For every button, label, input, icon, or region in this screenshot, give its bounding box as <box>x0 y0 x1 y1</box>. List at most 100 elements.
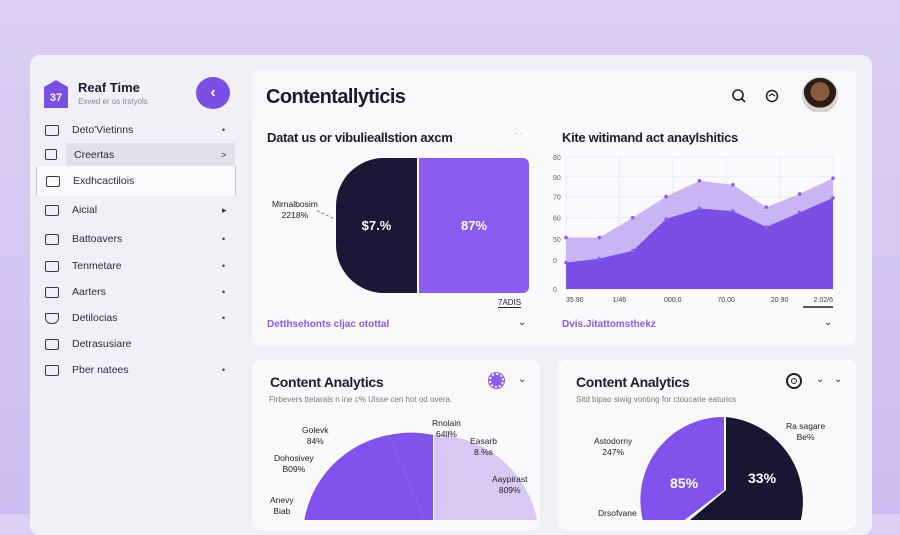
sidebar-item-9[interactable]: Detrasusiare <box>36 332 236 356</box>
pie-slice-lavender <box>434 435 537 520</box>
sidebar-item-label: Deto'Vietinns <box>72 124 134 136</box>
data-point <box>564 260 568 265</box>
refresh-button[interactable] <box>764 88 780 104</box>
sidebar-item-4[interactable]: Aicial ▸ <box>36 198 236 222</box>
badge-icon <box>45 312 59 324</box>
sidebar-item-6[interactable]: Tenmetare • <box>36 254 236 278</box>
chevron-down-icon[interactable]: ⌄ <box>824 317 833 328</box>
network-icon <box>45 338 59 350</box>
target-icon[interactable] <box>786 373 802 389</box>
callout-value: 2218% <box>281 209 309 220</box>
card4-title: Content Analytics <box>576 374 690 390</box>
data-point <box>797 192 802 196</box>
label-value: 809% <box>498 484 521 495</box>
x-tick-label: 000.0 <box>664 297 682 304</box>
sidebar-item-1[interactable]: Deto'Vietinns • <box>36 118 236 142</box>
pie1-label-1: Golevk 84% <box>302 425 328 446</box>
chevron-icon: • <box>222 313 226 323</box>
pie1-label-3: Anevy Biab <box>270 495 294 516</box>
card2-footer-link[interactable]: Dvis.Jitattomsthekz <box>562 319 656 330</box>
settings-icon[interactable] <box>488 372 505 389</box>
label-name: Drsofvane <box>598 508 637 518</box>
y-tick-label: 90 <box>553 175 561 182</box>
sidebar-item-5[interactable]: Battoavers • <box>36 227 236 251</box>
data-point <box>831 176 835 180</box>
data-point <box>731 182 735 187</box>
pie2-slice-right-label: 33% <box>748 470 777 486</box>
sidebar-item-label: Detilocias <box>72 312 118 324</box>
chevron-right-icon: > <box>221 150 227 160</box>
area-series-lower <box>566 197 833 289</box>
collapse-sidebar-button[interactable]: ‹ <box>196 77 230 109</box>
sidebar-item-8[interactable]: Detilocias • <box>36 306 236 330</box>
y-tick-label: 0 <box>553 258 557 265</box>
sidebar-item-label: Battoavers <box>72 233 123 245</box>
label-value: 64ll% <box>436 428 457 439</box>
card1-title: Datat us or vibulieallstion axcm <box>267 130 453 145</box>
card4-subtitle: Sitd bipao siwig vonting for ctoucarie e… <box>576 395 737 404</box>
data-point <box>564 235 568 240</box>
card3-subtitle: Firbevers ttetarals n ine c% Uisse cen h… <box>269 395 453 404</box>
label-name: Rnolain <box>432 418 461 428</box>
data-point <box>664 217 668 221</box>
pie-chart-1 <box>304 432 537 520</box>
page-title: Contentallyticis <box>266 86 406 108</box>
bar-segment-dark: $7.% <box>336 158 417 293</box>
data-point <box>731 209 735 213</box>
label-name: Astodorny <box>594 436 633 446</box>
user-avatar[interactable] <box>802 77 838 113</box>
bar-segment-purple-label: 87% <box>460 218 488 233</box>
pie-slice-dark <box>690 417 803 520</box>
label-name: Easarb <box>470 436 497 446</box>
data-point <box>630 248 635 253</box>
y-tick-label: 0 <box>553 287 557 294</box>
axis-label: 7ADIS <box>498 298 522 308</box>
chevron-icon: • <box>222 125 226 135</box>
y-tick-label: 50 <box>553 237 561 244</box>
bar-segment-purple: 87% <box>419 158 529 293</box>
card1-footer-link[interactable]: Detthsehonts cljac otottal <box>267 319 390 330</box>
label-value: B09% <box>282 463 306 474</box>
chart-icon <box>45 149 57 160</box>
pie1-label-4: Rnolain 64ll% <box>432 418 461 439</box>
data-point <box>697 178 702 183</box>
label-name: Anevy <box>270 495 294 505</box>
window-icon <box>45 260 59 272</box>
data-point <box>664 194 668 199</box>
chevron-icon: • <box>222 261 226 271</box>
pie2-label-2: Ra sagare Be% <box>786 421 825 442</box>
chevron-icon: • <box>222 234 226 244</box>
sidebar-item-3[interactable]: Exdhcactilois <box>36 166 236 196</box>
x-tick-label: 35 90 <box>566 297 584 304</box>
card-icon <box>46 175 60 187</box>
sidebar-item-2[interactable]: Creertas > <box>66 143 235 167</box>
pie2-slice-left-label: 85% <box>670 475 699 491</box>
card2-title: Kite witimand act anaylshitics <box>562 130 738 145</box>
more-icon[interactable]: · · <box>514 128 523 138</box>
chevron-down-icon[interactable]: ⌄ <box>518 374 527 385</box>
pie-chart-2 <box>640 416 803 520</box>
sidebar-item-10[interactable]: Pber natees • <box>36 358 236 382</box>
sidebar-item-label: Pber natees <box>72 364 129 376</box>
brand-title: Reaf Time <box>78 80 140 95</box>
pie2-label-1: Astodorny 247% <box>594 436 632 457</box>
brand-subtitle: Exved er os trstyols <box>78 97 148 106</box>
monitor-icon <box>45 364 59 376</box>
chevron-down-icon[interactable]: ⌄ <box>816 374 825 385</box>
label-value: Biab <box>273 505 291 516</box>
y-tick-label: 80 <box>553 155 561 162</box>
label-value: 247% <box>602 446 625 457</box>
x-tick-label: 1/46 <box>613 297 627 304</box>
pie1-label-6: Aaypirast 809% <box>492 474 527 495</box>
data-point <box>797 210 802 215</box>
search-button[interactable] <box>731 88 747 104</box>
y-tick-label: 60 <box>553 216 561 223</box>
sidebar-item-label: Exdhcactilois <box>73 175 135 187</box>
label-name: Aaypirast <box>492 474 528 484</box>
data-point <box>697 206 702 211</box>
chevron-down-icon[interactable]: ⌄ <box>518 317 527 328</box>
sidebar-item-7[interactable]: Aarters • <box>36 280 236 304</box>
data-point <box>764 205 769 209</box>
y-tick-label: 70 <box>553 195 561 202</box>
chevron-down-icon-2[interactable]: ⌄ <box>834 374 843 385</box>
